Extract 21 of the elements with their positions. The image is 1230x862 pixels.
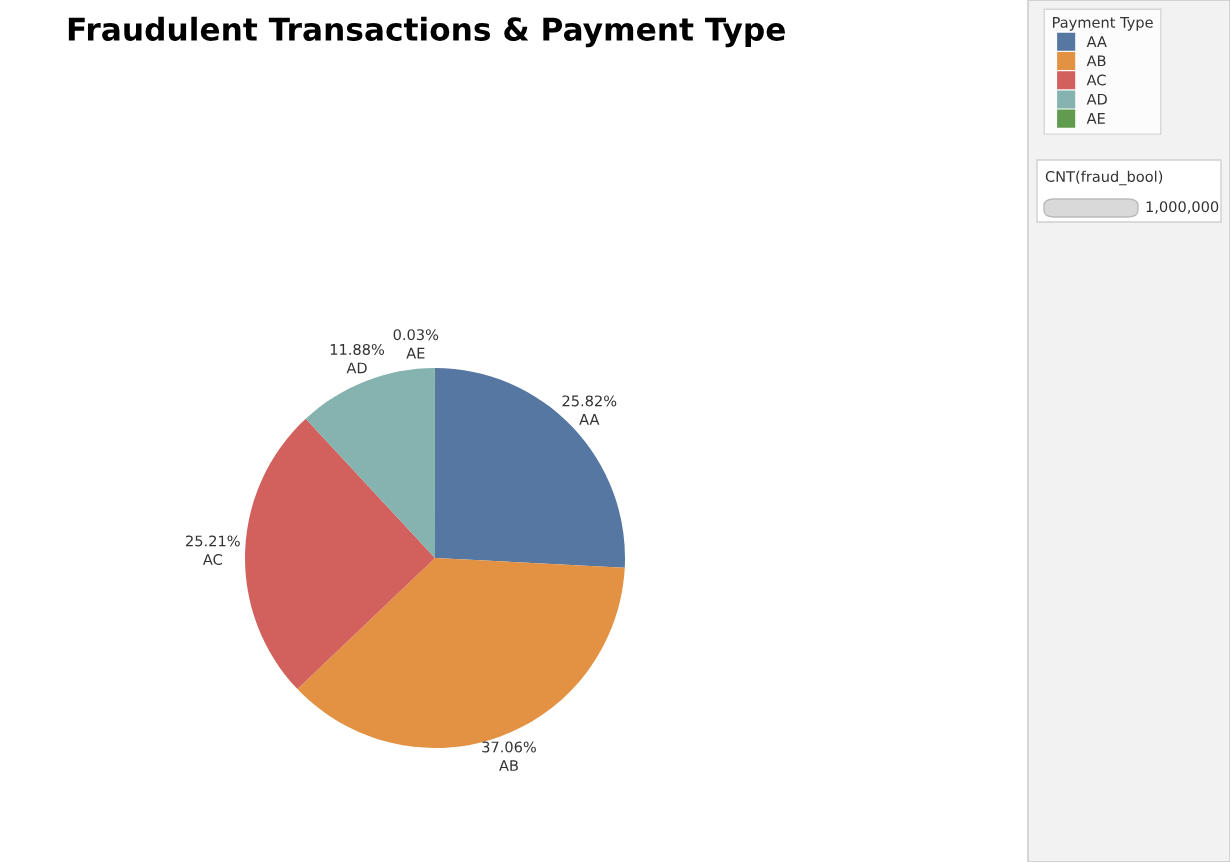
data-label: 0.03% bbox=[393, 329, 439, 341]
text: CNT(fraud_bool) bbox=[1045, 170, 1163, 186]
legend-label: AA bbox=[1086, 36, 1107, 47]
legend-label: AD bbox=[1086, 93, 1107, 105]
text: 1,000,000 bbox=[1146, 201, 1219, 214]
data-label: 11.88% bbox=[330, 343, 385, 355]
slice-label: AC bbox=[202, 553, 222, 566]
chart-title: Fraudulent Transactions & Payment Type bbox=[68, 16, 785, 48]
slice-label: AE bbox=[406, 347, 425, 359]
slice-label: AD bbox=[346, 362, 367, 374]
data-label: 25.21% bbox=[186, 535, 240, 547]
legend-label: AB bbox=[1086, 55, 1106, 67]
legend-title: Payment Type bbox=[1053, 17, 1153, 31]
pie-slice bbox=[435, 368, 625, 568]
slice-label: AA bbox=[579, 414, 600, 425]
slice-label: AB bbox=[499, 760, 518, 771]
data-label: 37.06% bbox=[482, 741, 536, 753]
legend-label: AC bbox=[1086, 74, 1106, 86]
data-label: 25.82% bbox=[562, 395, 617, 407]
pie-slice bbox=[245, 418, 435, 690]
legend-label: AE bbox=[1086, 113, 1105, 124]
